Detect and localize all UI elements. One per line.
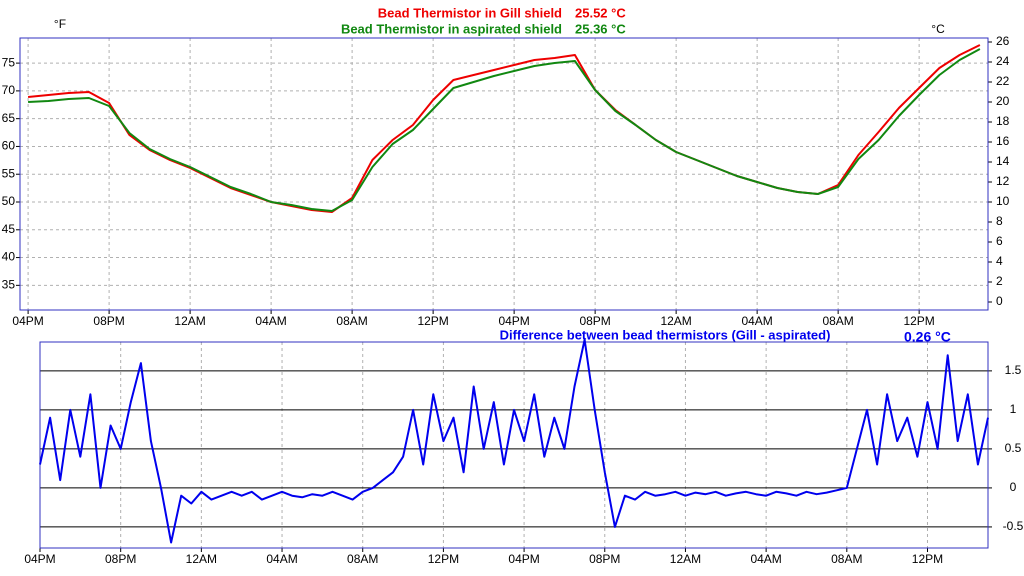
line	[39, 338, 989, 544]
y2-tick-label: 10	[996, 194, 1010, 208]
x-tick-label: 04AM	[750, 552, 781, 566]
x-tick-label: 08AM	[822, 314, 853, 328]
x-tick-label: 08PM	[93, 314, 124, 328]
y-tick-label: 1	[1010, 402, 1017, 416]
plot-frame	[39, 341, 989, 549]
y-tick-label: 60	[2, 139, 16, 153]
y-tick-label: 1.5	[1005, 363, 1022, 377]
x-tick-label: 08PM	[589, 552, 620, 566]
y2-tick-label: 24	[996, 54, 1010, 68]
y-axis-label: °F	[54, 17, 66, 31]
readout: 0.26 °C	[904, 329, 951, 345]
y-tick-label: 45	[2, 222, 16, 236]
y-tick-label: -0.5	[1003, 519, 1024, 533]
y-tick-label: 55	[2, 166, 16, 180]
x-tick-label: 12AM	[670, 552, 701, 566]
x-tick-label: 04PM	[498, 314, 529, 328]
legend-entry: Bead Thermistor in aspirated shield	[341, 21, 562, 36]
x-tick-label: 04PM	[12, 314, 43, 328]
y2-tick-label: 0	[996, 294, 1003, 308]
line	[28, 48, 981, 212]
x-tick-label: 12PM	[428, 552, 459, 566]
y2-tick-label: 2	[996, 274, 1003, 288]
y2-axis-label: °C	[931, 22, 945, 36]
x-tick-label: 08AM	[336, 314, 367, 328]
x-tick-label: 12PM	[912, 552, 943, 566]
x-tick-label: 04AM	[255, 314, 286, 328]
y-tick-label: 0	[1010, 480, 1017, 494]
chart-title: Difference between bead thermistors (Gil…	[500, 327, 831, 342]
y2-tick-label: 20	[996, 94, 1010, 108]
y2-tick-label: 14	[996, 154, 1010, 168]
legend-entry: Bead Thermistor in Gill shield	[378, 5, 562, 20]
y2-tick-label: 26	[996, 34, 1010, 48]
plot-frame	[19, 37, 989, 311]
y-tick-label: 35	[2, 278, 16, 292]
x-tick-label: 04AM	[741, 314, 772, 328]
y-tick-label: 40	[2, 250, 16, 264]
y-tick-label: 50	[2, 194, 16, 208]
x-tick-label: 12PM	[417, 314, 448, 328]
y2-tick-label: 12	[996, 174, 1010, 188]
y-tick-label: 0.5	[1005, 441, 1022, 455]
x-tick-label: 12PM	[903, 314, 934, 328]
x-tick-label: 08AM	[347, 552, 378, 566]
x-tick-label: 04AM	[266, 552, 297, 566]
y-tick-label: 65	[2, 111, 16, 125]
x-tick-label: 04PM	[24, 552, 55, 566]
x-tick-label: 08PM	[579, 314, 610, 328]
y2-tick-label: 22	[996, 74, 1010, 88]
x-tick-label: 12AM	[174, 314, 205, 328]
legend-readout: 25.52 °C	[575, 5, 626, 20]
y2-tick-label: 8	[996, 214, 1003, 228]
x-tick-label: 08AM	[831, 552, 862, 566]
x-tick-label: 08PM	[105, 552, 136, 566]
x-tick-label: 12AM	[186, 552, 217, 566]
x-tick-label: 04PM	[508, 552, 539, 566]
y-tick-label: 70	[2, 83, 16, 97]
y2-tick-label: 4	[996, 254, 1003, 268]
y2-tick-label: 6	[996, 234, 1003, 248]
y2-tick-label: 18	[996, 114, 1010, 128]
y2-tick-label: 16	[996, 134, 1010, 148]
legend-readout: 25.36 °C	[575, 21, 626, 36]
y-tick-label: 75	[2, 55, 16, 69]
x-tick-label: 12AM	[660, 314, 691, 328]
